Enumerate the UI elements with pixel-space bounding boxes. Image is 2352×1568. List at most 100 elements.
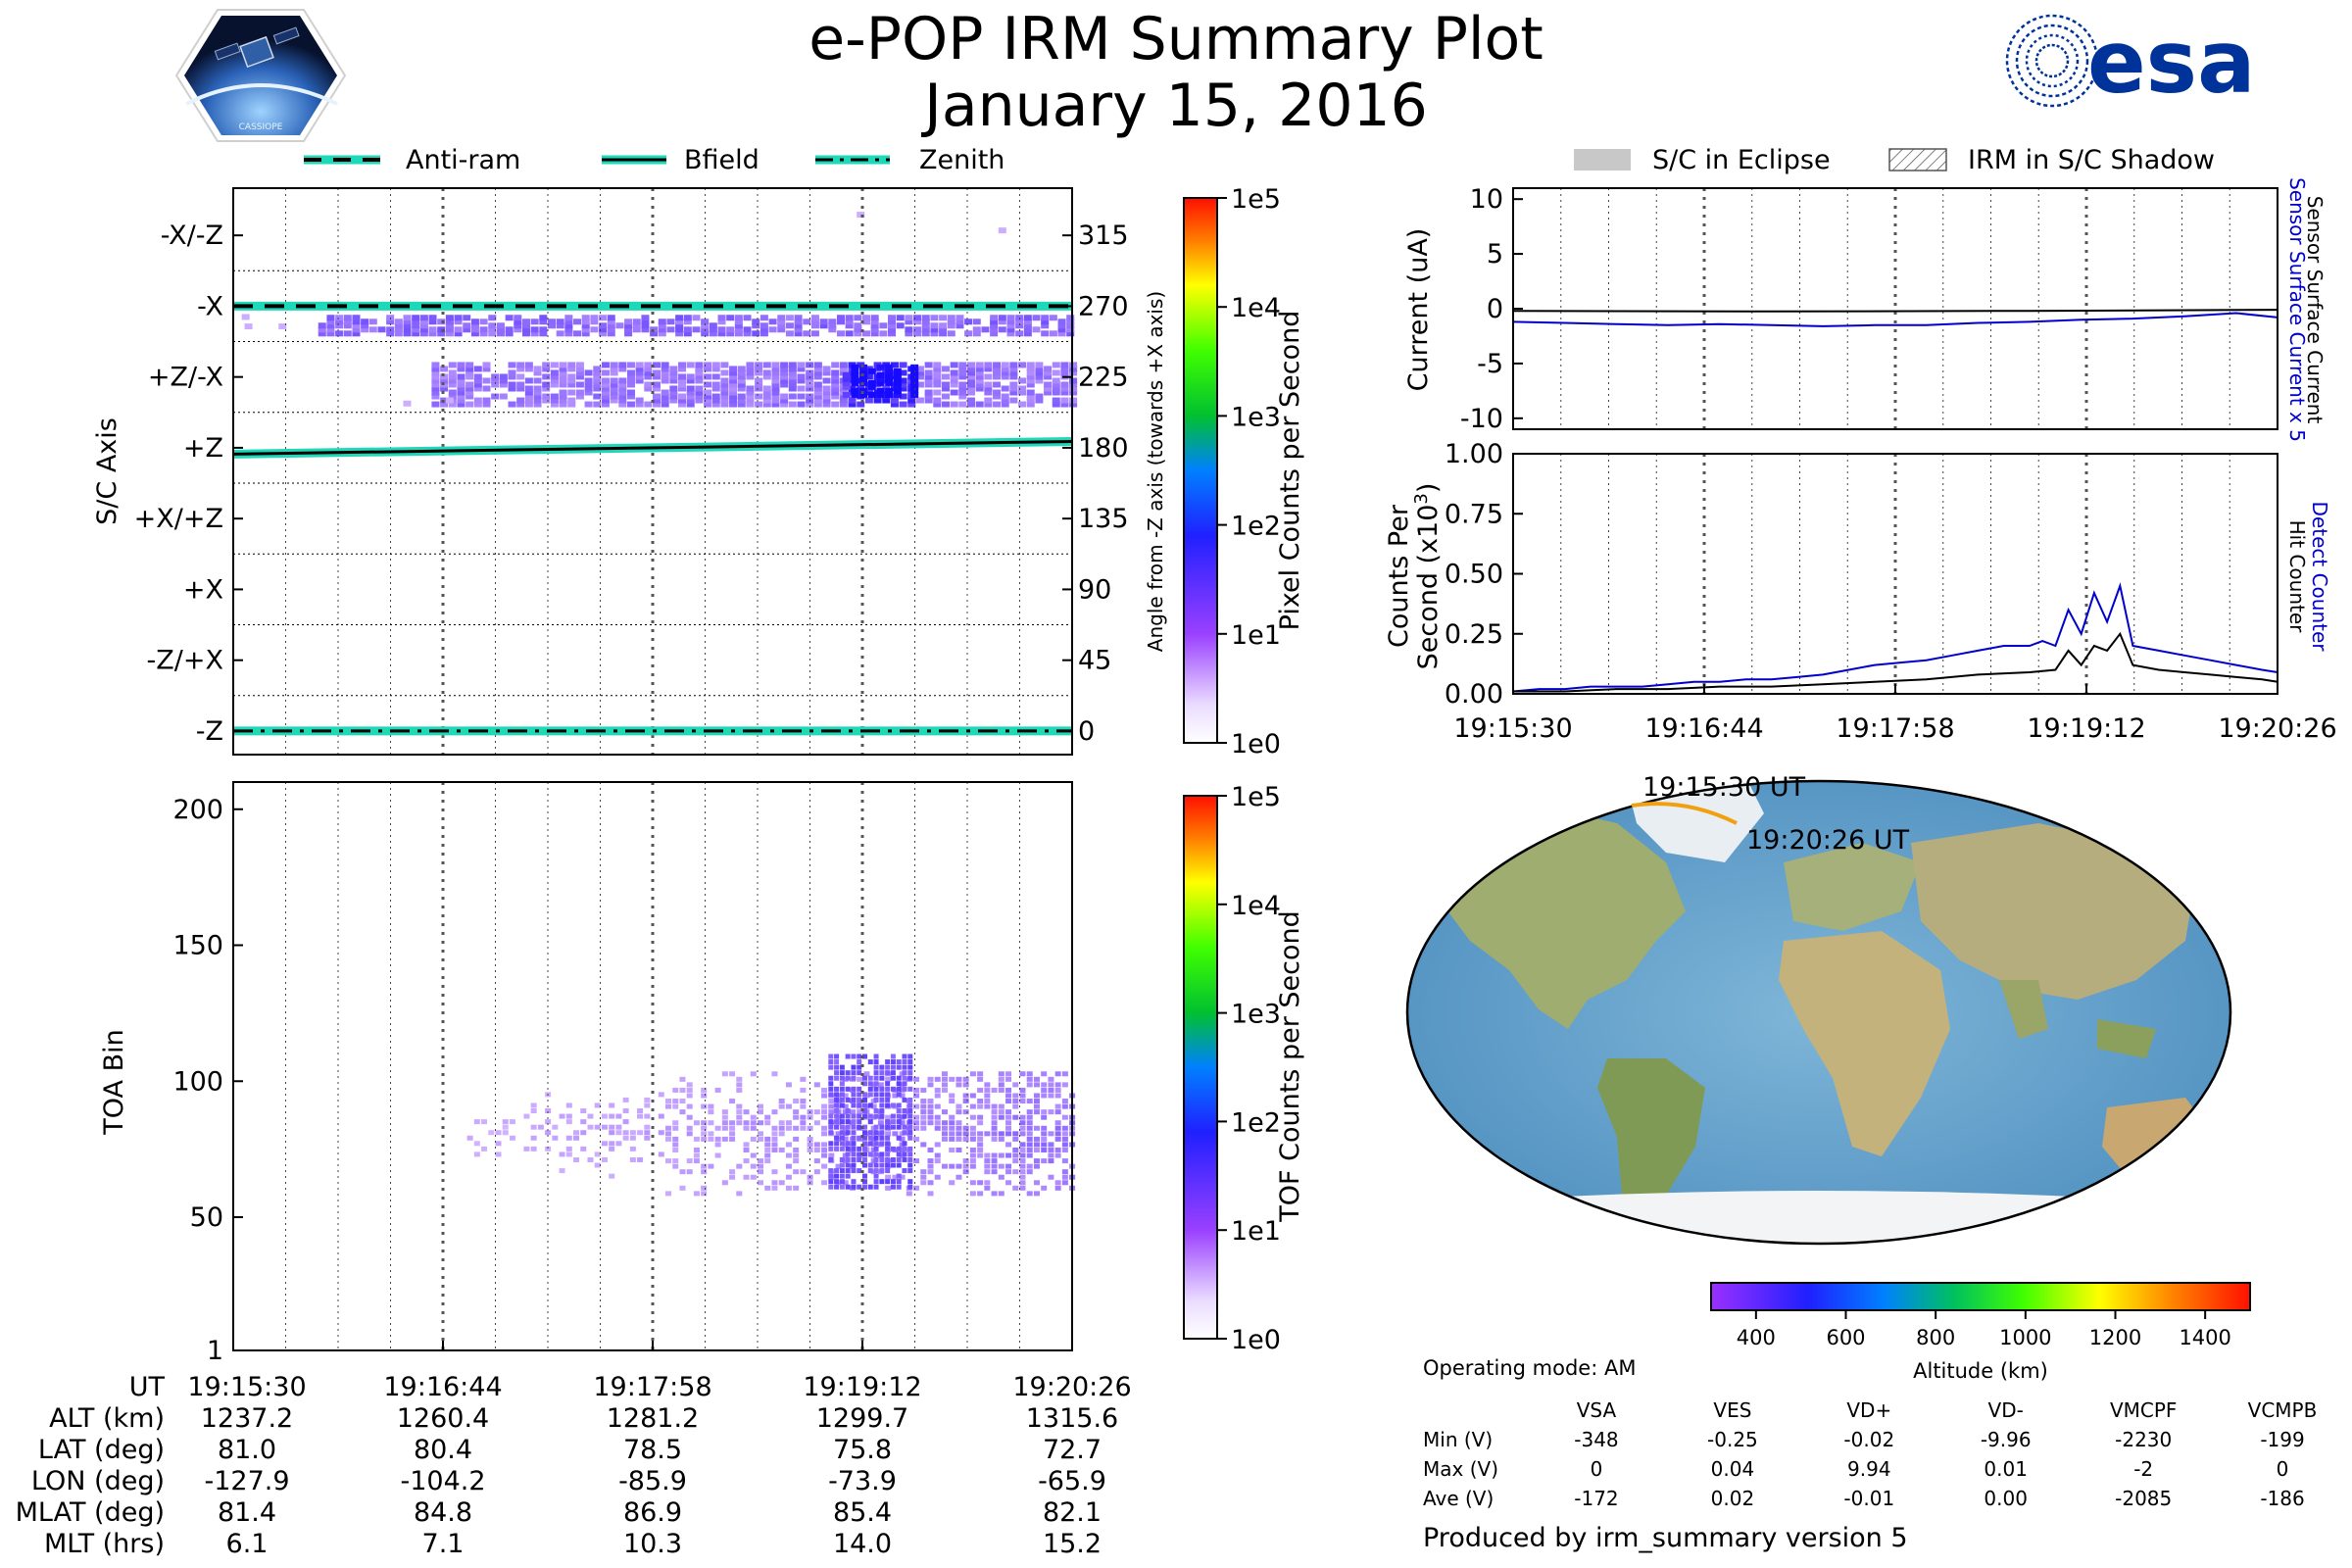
heat-cell	[412, 326, 420, 333]
legend-bfield-label: Bfield	[684, 145, 760, 175]
toa-cell	[672, 1087, 679, 1093]
toa-peak-cell	[896, 1162, 902, 1168]
cassiope-logo-text: CASSIOPE	[239, 122, 283, 132]
toa-cell	[778, 1099, 785, 1104]
toa-cell	[1061, 1114, 1068, 1120]
heat-cell	[720, 389, 729, 396]
heat-cell	[831, 389, 840, 396]
heat-cell	[431, 369, 440, 376]
heat-cell	[1015, 318, 1024, 325]
heat-cell	[581, 318, 590, 325]
heat-cell	[508, 385, 516, 392]
heat-cell	[601, 385, 610, 392]
counts-right-label-blue: Detect Counter	[2308, 502, 2331, 653]
toa-peak-cell	[885, 1135, 891, 1141]
toa-cell	[1026, 1147, 1033, 1152]
toa-cell	[580, 1119, 587, 1125]
heat-cell	[794, 322, 803, 329]
map-end-label: 19:20:26 UT	[1746, 825, 1910, 856]
heat-cell	[921, 322, 930, 329]
toa-cell	[956, 1136, 962, 1142]
heat-cell	[542, 397, 551, 404]
toa-peak-cell	[862, 1092, 867, 1098]
toa-peak-cell	[851, 1092, 857, 1098]
toa-peak-cell	[867, 1102, 873, 1108]
heat-cell	[984, 366, 993, 372]
orbit-cell: 81.0	[218, 1435, 276, 1465]
toa-cell	[1048, 1076, 1054, 1082]
toa-cell	[984, 1180, 991, 1186]
toa-peak-cell	[902, 1124, 907, 1130]
heat-cell	[644, 401, 653, 408]
toa-peak-cell	[885, 1086, 891, 1092]
toa-cell	[530, 1108, 537, 1114]
orbit-cell: 1315.6	[1026, 1403, 1118, 1434]
voltage-header: VD-	[1987, 1398, 2024, 1422]
heat-cell	[669, 377, 678, 384]
heat-cell	[717, 318, 726, 325]
toa-peak-cell	[839, 1156, 845, 1162]
heat-cell	[542, 373, 551, 380]
orbit-row-label: ALT (km)	[49, 1403, 165, 1434]
heat-cell	[848, 397, 857, 404]
toa-cell	[672, 1142, 679, 1148]
toa-peak-cell	[851, 1156, 857, 1162]
toa-cell	[1033, 1180, 1040, 1186]
toa-cell	[1012, 1099, 1019, 1104]
toa-cell	[743, 1125, 750, 1131]
heat-cell	[797, 385, 806, 392]
toa-cell	[495, 1141, 502, 1147]
toa-cell	[736, 1191, 743, 1197]
heat-cell	[675, 318, 684, 325]
heat-cell	[806, 381, 814, 388]
toa-peak-cell	[873, 1184, 879, 1190]
toa-cell	[941, 1109, 948, 1115]
legend-zenith: Zenith	[815, 145, 1004, 175]
toa-peak-cell	[907, 1156, 913, 1162]
toa-peak-cell	[828, 1081, 834, 1087]
orbit-cell: 84.8	[414, 1497, 472, 1528]
toa-cell	[1019, 1185, 1026, 1191]
toa-cell	[1054, 1071, 1061, 1077]
toa-cell	[1054, 1147, 1061, 1152]
toa-peak-cell	[873, 1064, 879, 1070]
heat-cell	[842, 379, 851, 386]
heat-cell	[967, 369, 975, 376]
heat-cell	[419, 315, 428, 321]
toa-cell	[672, 1125, 679, 1131]
heat-cell	[990, 315, 999, 321]
toa-cell	[580, 1108, 587, 1114]
toa-cell	[1033, 1103, 1040, 1109]
heat-cell	[1006, 326, 1015, 333]
toa-cell	[509, 1119, 515, 1125]
toa-cell	[927, 1082, 934, 1088]
toa-cell	[1012, 1082, 1019, 1088]
heat-cell	[876, 364, 885, 370]
toa-cell	[920, 1087, 927, 1093]
heat-cell	[888, 318, 897, 325]
toa-cell	[821, 1180, 828, 1186]
toa-peak-cell	[845, 1108, 851, 1114]
heat-cell	[831, 373, 840, 380]
toa-cell	[813, 1109, 820, 1115]
toa-cell	[622, 1108, 629, 1114]
toa-cell	[998, 1136, 1004, 1142]
toa-cell	[813, 1142, 820, 1148]
heat-cell	[1044, 369, 1053, 376]
toa-peak-cell	[885, 1152, 891, 1157]
heat-cell	[530, 318, 539, 325]
heat-cell	[990, 318, 999, 325]
toa-cell	[1012, 1103, 1019, 1109]
voltage-row-label: Min (V)	[1423, 1428, 1494, 1451]
heat-cell	[704, 362, 712, 368]
heat-cell	[440, 373, 449, 380]
heat-cell	[839, 397, 848, 404]
toa-cell	[1019, 1071, 1026, 1077]
toa-peak-cell	[862, 1156, 867, 1162]
toa-cell	[736, 1109, 743, 1115]
heat-cell	[473, 366, 482, 372]
toa-cell	[701, 1093, 708, 1099]
heat-cell	[729, 397, 738, 404]
heat-cell	[813, 389, 822, 396]
